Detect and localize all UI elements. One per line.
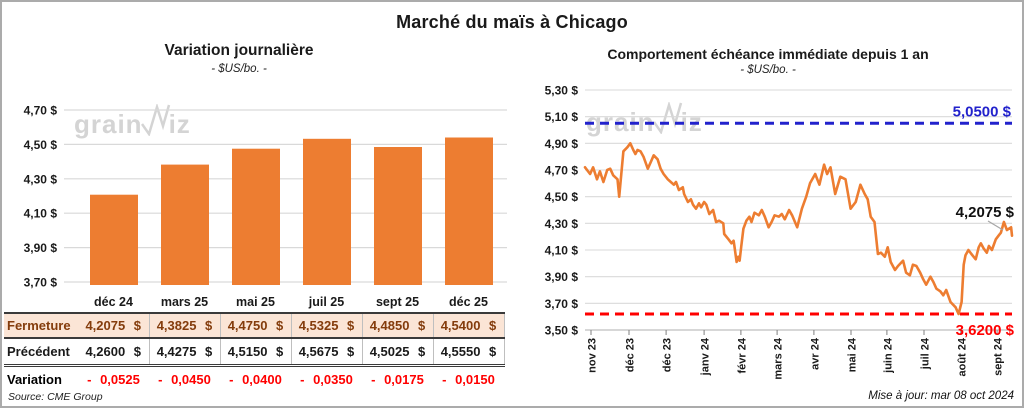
line-chart-subtitle: - $US/bo. -: [740, 64, 796, 76]
column-header: sept 25: [375, 294, 420, 309]
x-axis-month-label: janv 24: [700, 337, 712, 376]
bar-mars-25: [161, 164, 209, 285]
bar-y-tick-label: 4,50 $: [24, 138, 58, 152]
watermark-text-right: iz: [680, 106, 703, 137]
precedent-value: 4,5550 $: [433, 338, 505, 367]
watermark-text-right: iz: [168, 108, 191, 139]
price-series-line: [583, 141, 1014, 316]
variation-value: - 0,0400: [229, 371, 282, 387]
bar-chart-subtitle: - $US/bo. -: [211, 63, 267, 75]
bar-déc-25: [445, 137, 493, 285]
fermeture-value: 4,4850 $: [362, 312, 434, 339]
updated-note: Mise à jour: mar 08 oct 2024: [868, 390, 1014, 402]
last-value-label: 4,2075 $: [956, 204, 1015, 221]
bar-chart-title: Variation journalière: [164, 42, 314, 59]
table-row-fermeture: Fermeture 4,2075 $ 4,3825 $ 4,4750 $ 4,5…: [4, 312, 505, 339]
support-label: 3,6200 $: [956, 322, 1015, 339]
page-title: Marché du maïs à Chicago: [396, 12, 628, 32]
row-label-precedent: Précédent: [4, 338, 78, 367]
x-axis-month-label: juin 24: [882, 337, 894, 374]
x-axis-month-label: mai 24: [847, 337, 859, 372]
x-axis-month-label: juil 24: [920, 337, 932, 370]
grainwiz-watermark: grain iz: [74, 104, 191, 140]
line-y-tick-label: 4,30 $: [545, 217, 579, 231]
precedent-value: 4,5150 $: [220, 338, 292, 367]
bar-chart: 4,70 $ 4,50 $ 4,30 $ 4,10 $ 3,90 $ 3,70 $: [24, 104, 507, 290]
fermeture-value: 4,2075 $: [78, 312, 150, 339]
table-row-precedent: Précédent 4,2600 $ 4,4275 $ 4,5150 $ 4,5…: [4, 338, 505, 367]
bar-y-tick-label: 4,10 $: [24, 207, 58, 221]
x-axis-month-label: déc 23: [662, 338, 674, 372]
line-y-tick-label: 3,70 $: [545, 297, 579, 311]
last-value-leader-line: [987, 220, 1004, 231]
x-axis-month-label: nov 23: [587, 338, 599, 373]
x-axis-month-label: déc 23: [625, 338, 637, 372]
line-y-tick-label: 5,10 $: [545, 110, 579, 124]
column-header: juil 25: [308, 294, 345, 309]
bar-y-tick-label: 4,30 $: [24, 172, 58, 186]
futures-table: déc 24 mars 25 mai 25 juil 25 sept 25 dé…: [4, 291, 505, 391]
x-axis-month-label: mars 24: [773, 337, 785, 379]
precedent-value: 4,5025 $: [362, 338, 434, 367]
row-label-variation: Variation: [7, 371, 62, 387]
x-axis-month-label: août 24: [956, 337, 968, 376]
column-header: mars 25: [160, 294, 209, 309]
precedent-value: 4,4275 $: [149, 338, 221, 367]
fermeture-value: 4,3825 $: [149, 312, 221, 339]
source-note: Source: CME Group: [8, 391, 103, 403]
variation-value: - 0,0525: [87, 371, 140, 387]
resistance-label: 5,0500 $: [953, 103, 1012, 120]
bar-déc-24: [90, 194, 138, 285]
bar-y-tick-label: 4,70 $: [24, 104, 58, 118]
x-axis-month-label: avr 24: [809, 337, 821, 370]
line-y-tick-label: 4,90 $: [545, 137, 579, 151]
bar-y-tick-label: 3,70 $: [24, 276, 58, 290]
variation-value: - 0,0175: [371, 371, 424, 387]
line-y-tick-label: 4,50 $: [545, 190, 579, 204]
table-row-variation: Variation - 0,0525 - 0,0450 - 0,0400 - 0…: [4, 366, 504, 392]
line-y-tick-label: 5,30 $: [545, 86, 579, 98]
row-label-fermeture: Fermeture: [4, 312, 78, 339]
variation-value: - 0,0350: [300, 371, 353, 387]
line-chart-title: Comportement échéance immédiate depuis 1…: [607, 46, 929, 62]
line-y-tick-label: 3,50 $: [545, 324, 579, 338]
column-header: déc 25: [449, 294, 488, 309]
line-y-tick-label: 4,10 $: [545, 244, 579, 258]
watermark-text-left: grain: [586, 106, 655, 137]
table-header-row: déc 24 mars 25 mai 25 juil 25 sept 25 dé…: [4, 291, 504, 313]
watermark-text-left: grain: [74, 108, 143, 139]
watermark-zigzag-icon: [140, 104, 170, 136]
variation-value: - 0,0150: [442, 371, 495, 387]
x-axis-month-label: févr 24: [736, 337, 748, 373]
bar-juil-25: [303, 138, 351, 285]
column-header: mai 25: [236, 294, 275, 309]
grainwiz-watermark: grain iz: [586, 102, 703, 138]
bar-mai-25: [232, 148, 280, 285]
precedent-value: 4,5675 $: [291, 338, 363, 367]
fermeture-value: 4,5325 $: [291, 312, 363, 339]
line-y-tick-label: 3,90 $: [545, 270, 579, 284]
line-y-tick-label: 4,70 $: [545, 164, 579, 178]
variation-value: - 0,0450: [158, 371, 211, 387]
precedent-value: 4,2600 $: [78, 338, 150, 367]
fermeture-value: 4,5400 $: [433, 312, 505, 339]
line-chart: 5,30 $ 5,10 $ 4,90 $ 4,70 $ 4,50 $ 4,30 $ 4,10…: [545, 86, 1015, 380]
bar-sept-25: [374, 147, 422, 285]
table-corner-cell: [4, 291, 78, 313]
bar-y-tick-label: 3,90 $: [24, 241, 58, 255]
column-header: déc 24: [94, 294, 133, 309]
fermeture-value: 4,4750 $: [220, 312, 292, 339]
x-axis-month-label: sept 24: [993, 337, 1005, 376]
